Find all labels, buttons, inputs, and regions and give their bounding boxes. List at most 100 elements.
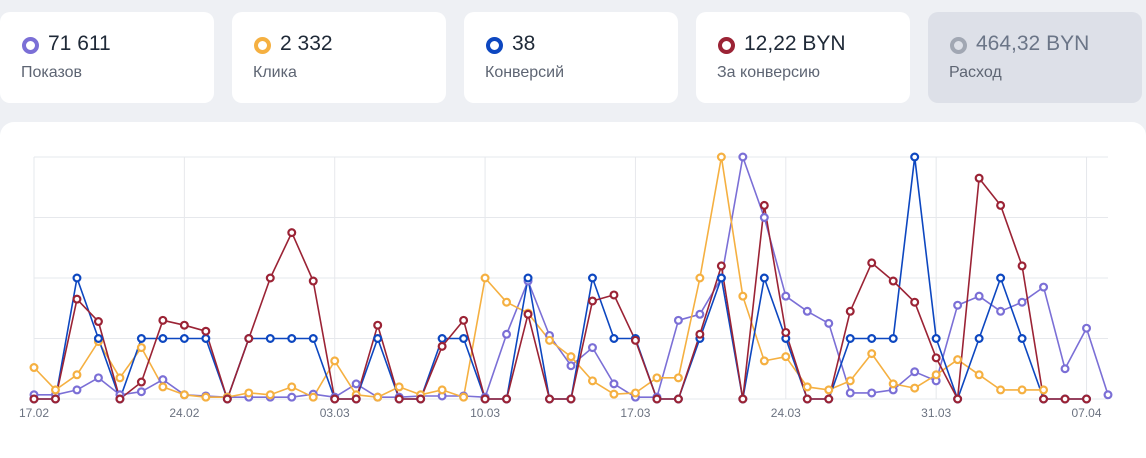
x-tick-label: 17.03	[620, 406, 650, 420]
data-point	[136, 343, 146, 353]
data-point	[716, 273, 726, 283]
metric-cards: 71 611 Показов 2 332 Клика 38 Конверсий …	[0, 12, 1146, 104]
data-point	[953, 355, 963, 365]
data-point	[394, 394, 404, 404]
data-point	[824, 385, 834, 395]
metric-card-spend[interactable]: 464,32 BYN Расход	[928, 12, 1142, 103]
data-point	[502, 297, 512, 307]
data-point	[179, 320, 189, 330]
data-point	[523, 309, 533, 319]
data-point	[179, 390, 189, 400]
data-point	[759, 212, 769, 222]
data-point	[244, 388, 254, 398]
data-point	[673, 315, 683, 325]
data-point	[373, 392, 383, 402]
data-point	[394, 382, 404, 392]
data-point	[845, 334, 855, 344]
x-tick-label: 31.03	[921, 406, 951, 420]
data-point	[459, 334, 469, 344]
metric-card-impressions[interactable]: 71 611 Показов	[0, 12, 214, 103]
data-point	[759, 200, 769, 210]
data-point	[781, 327, 791, 337]
data-point	[179, 334, 189, 344]
data-point	[609, 290, 619, 300]
data-point	[738, 291, 748, 301]
data-point	[265, 273, 275, 283]
data-point	[50, 385, 60, 395]
data-point	[996, 306, 1006, 316]
data-point	[351, 379, 361, 389]
x-tick-label: 17.02	[19, 406, 49, 420]
data-point	[695, 273, 705, 283]
data-point	[158, 375, 168, 385]
line-chart[interactable]: 17.02 24.02 03.03 10.03 17.03 24.03 31.03 07.04	[0, 122, 1146, 458]
series-marker-icon	[950, 37, 967, 54]
data-point	[931, 334, 941, 344]
data-point	[630, 388, 640, 398]
data-point	[716, 261, 726, 271]
data-point	[93, 334, 103, 344]
data-point	[437, 341, 447, 351]
data-point	[502, 394, 512, 404]
metric-card-conversions[interactable]: 38 Конверсий	[464, 12, 678, 103]
data-point	[287, 334, 297, 344]
data-point	[974, 173, 984, 183]
data-point	[888, 334, 898, 344]
data-point	[587, 273, 597, 283]
data-point	[459, 392, 469, 402]
data-point	[867, 388, 877, 398]
x-tick-label: 10.03	[470, 406, 500, 420]
data-point	[953, 300, 963, 310]
metric-value: 2 332	[280, 32, 333, 55]
data-point	[673, 373, 683, 383]
data-point	[974, 334, 984, 344]
data-point	[781, 291, 791, 301]
data-point	[867, 258, 877, 268]
data-point	[1017, 297, 1027, 307]
data-point	[1017, 334, 1027, 344]
data-point	[459, 315, 469, 325]
series-line	[34, 156, 1109, 399]
data-point	[759, 356, 769, 366]
data-point	[802, 382, 812, 392]
data-point	[330, 356, 340, 366]
data-point	[72, 294, 82, 304]
data-point	[931, 353, 941, 363]
data-point	[1017, 385, 1027, 395]
data-point	[1039, 282, 1049, 292]
data-point	[738, 394, 748, 404]
data-point	[416, 394, 426, 404]
data-point	[566, 394, 576, 404]
data-point	[480, 394, 490, 404]
data-point	[1060, 394, 1070, 404]
data-point	[437, 334, 447, 344]
chart-panel: 17.02 24.02 03.03 10.03 17.03 24.03 31.03 07.04	[0, 122, 1146, 458]
series-marker-icon	[718, 37, 735, 54]
data-point	[115, 373, 125, 383]
data-point	[910, 383, 920, 393]
data-point	[115, 394, 125, 404]
data-point	[910, 367, 920, 377]
data-point	[373, 334, 383, 344]
data-point	[587, 376, 597, 386]
data-point	[50, 394, 60, 404]
metric-card-clicks[interactable]: 2 332 Клика	[232, 12, 446, 103]
data-point	[287, 392, 297, 402]
data-point	[1082, 323, 1092, 333]
data-point	[72, 385, 82, 395]
data-point	[802, 394, 812, 404]
data-point	[244, 334, 254, 344]
data-point	[974, 370, 984, 380]
metric-value: 464,32 BYN	[976, 32, 1090, 55]
data-point	[523, 273, 533, 283]
data-point	[931, 370, 941, 380]
data-point	[72, 273, 82, 283]
data-point	[673, 394, 683, 404]
data-point	[759, 273, 769, 283]
metric-value: 71 611	[48, 32, 111, 55]
data-point	[287, 382, 297, 392]
data-point	[953, 394, 963, 404]
data-point	[652, 394, 662, 404]
metric-card-cost-per-conversion[interactable]: 12,22 BYN За конверсию	[696, 12, 910, 103]
x-tick-label: 07.04	[1072, 406, 1102, 420]
